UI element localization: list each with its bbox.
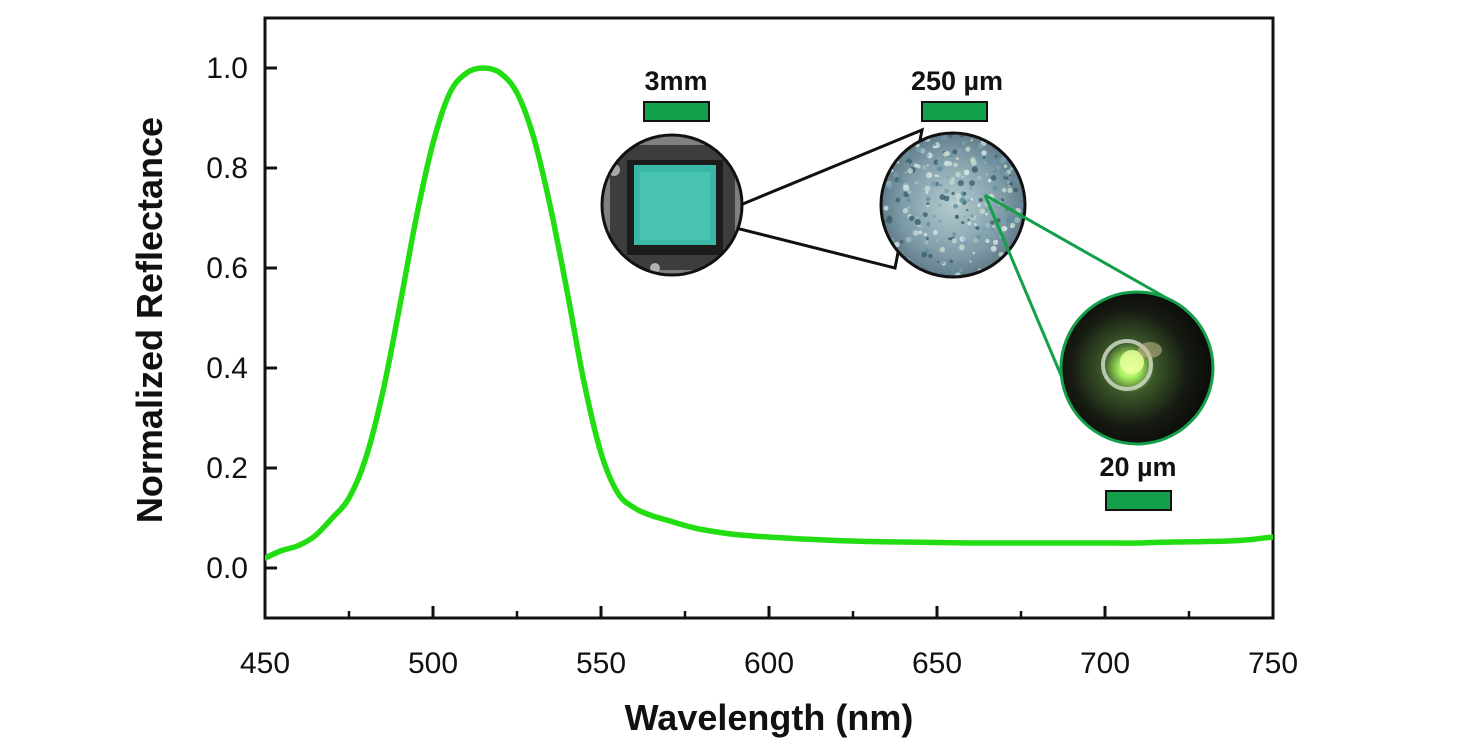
sample-photo-inset bbox=[600, 133, 744, 277]
x-tick-label: 500 bbox=[408, 647, 458, 680]
scale-bar-label: 20 µm bbox=[1099, 452, 1176, 482]
zoom-line-green-2 bbox=[984, 193, 1171, 302]
microscope-250um-inset bbox=[879, 131, 1027, 279]
x-tick-label: 600 bbox=[744, 647, 794, 680]
zoom-line-green-1 bbox=[983, 194, 1065, 381]
scale-bar-label: 3mm bbox=[644, 66, 707, 96]
x-tick-label: 550 bbox=[576, 647, 626, 680]
scale-bar-label: 250 µm bbox=[911, 66, 1003, 96]
y-tick-label: 0.0 bbox=[206, 552, 248, 585]
x-tick-label: 700 bbox=[1080, 647, 1130, 680]
microscope-20um-inset bbox=[1059, 290, 1215, 446]
y-tick-label: 0.6 bbox=[206, 252, 248, 285]
y-tick-label: 0.4 bbox=[206, 352, 248, 385]
y-tick-label: 0.2 bbox=[206, 452, 248, 485]
x-axis-title: Wavelength (nm) bbox=[625, 697, 914, 738]
x-tick-label: 450 bbox=[240, 647, 290, 680]
scale-bar-250um: 250 µm bbox=[911, 66, 1003, 122]
x-tick-label: 650 bbox=[912, 647, 962, 680]
y-tick-label: 1.0 bbox=[206, 52, 248, 85]
x-axis: 450 500 550 600 650 700 750 bbox=[240, 606, 1298, 680]
scale-bar-20um: 20 µm bbox=[1099, 452, 1177, 511]
inset-micrographs: 3mm 250 µm 20 µm bbox=[600, 66, 1215, 511]
y-tick-label: 0.8 bbox=[206, 152, 248, 185]
y-axis: 0.0 0.2 0.4 0.6 0.8 1.0 bbox=[206, 52, 277, 585]
y-axis-title: Normalized Reflectance bbox=[129, 117, 170, 523]
scale-bar-3mm: 3mm bbox=[643, 66, 710, 122]
reflectance-series-line bbox=[265, 65, 1273, 561]
x-tick-label: 750 bbox=[1248, 647, 1298, 680]
